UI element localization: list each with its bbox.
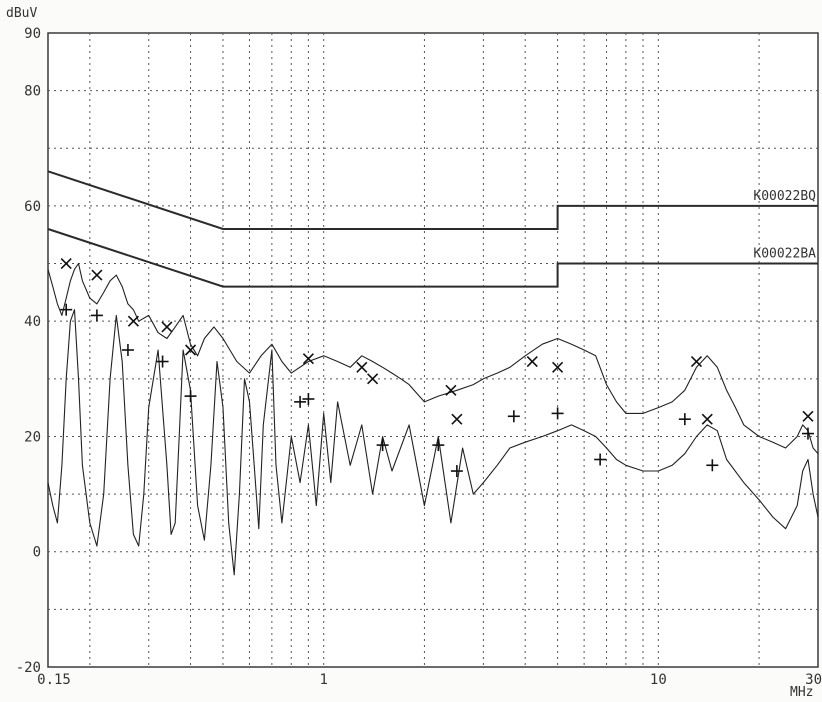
plot-background: [47, 32, 819, 668]
marker-stroke: [451, 413, 463, 425]
marker-x: [356, 361, 368, 373]
marker-x: [802, 410, 814, 422]
marker-stroke: [60, 257, 72, 270]
marker-stroke: [161, 321, 173, 333]
marker-x: [701, 413, 713, 425]
x-tick-label: 10: [650, 672, 667, 688]
x-tick-label: 30: [805, 672, 822, 688]
marker-stroke: [356, 361, 368, 373]
marker-plus: [594, 453, 607, 466]
marker-x: [367, 373, 379, 385]
marker-plus: [90, 309, 103, 322]
marker-x: [690, 355, 703, 368]
marker-x: [552, 361, 564, 373]
series-traces: [47, 262, 819, 576]
y-tick-label: -20: [16, 660, 41, 676]
marker-stroke: [526, 355, 538, 368]
y-tick-label: 80: [24, 84, 41, 100]
marker-stroke: [445, 384, 457, 396]
marker-x: [445, 384, 457, 396]
y-axis-unit-label: dBuV: [6, 6, 37, 21]
series-line: [47, 309, 819, 576]
grid: [48, 33, 818, 667]
marker-x: [526, 355, 538, 368]
marker-plus: [184, 390, 197, 403]
marker-x: [127, 315, 139, 327]
limit-line-label: K00022BQ: [753, 189, 816, 204]
marker-x: [184, 344, 197, 356]
y-tick-label: 60: [24, 199, 41, 215]
marker-x: [451, 413, 463, 425]
x-tick-label: 0.15: [37, 672, 71, 688]
marker-plus: [432, 439, 445, 452]
marker-plus: [376, 439, 389, 452]
marker-stroke: [690, 355, 703, 368]
marker-x: [161, 321, 173, 333]
markers: [60, 257, 814, 478]
x-tick-label: 1: [319, 672, 327, 688]
marker-stroke: [91, 269, 103, 281]
marker-stroke: [184, 344, 197, 356]
marker-plus: [156, 355, 169, 368]
marker-stroke: [302, 353, 314, 365]
marker-plus: [678, 413, 691, 426]
marker-x: [60, 257, 72, 270]
limit-line-label: K00022BA: [753, 247, 816, 262]
plot-frame: [47, 32, 819, 668]
marker-stroke: [701, 413, 713, 425]
marker-plus: [60, 303, 73, 316]
marker-x: [302, 353, 314, 365]
y-tick-label: 0: [33, 545, 41, 561]
marker-plus: [551, 407, 564, 420]
marker-stroke: [367, 373, 379, 385]
marker-plus: [450, 465, 463, 478]
y-tick-label: 90: [24, 26, 41, 42]
marker-plus: [801, 427, 814, 440]
axes-labels: dBuV MHz 90 80 60 40 20 0 -200.15 1 10 30: [6, 6, 822, 700]
marker-plus: [121, 344, 134, 356]
y-tick-label: 40: [24, 314, 41, 330]
y-tick-label: 20: [24, 429, 41, 445]
marker-stroke: [802, 410, 814, 422]
marker-x: [91, 269, 103, 281]
limit-line: [47, 228, 818, 288]
x-axis-unit-label: MHz: [790, 685, 813, 700]
series-line: [47, 262, 819, 455]
limit-lines: K00022BQ K00022BA: [47, 170, 818, 288]
marker-plus: [706, 459, 719, 472]
marker-stroke: [552, 361, 564, 373]
marker-plus: [302, 392, 315, 405]
marker-plus: [507, 410, 520, 423]
marker-stroke: [127, 315, 139, 327]
limit-line: [47, 170, 818, 230]
marker-plus: [294, 395, 307, 408]
